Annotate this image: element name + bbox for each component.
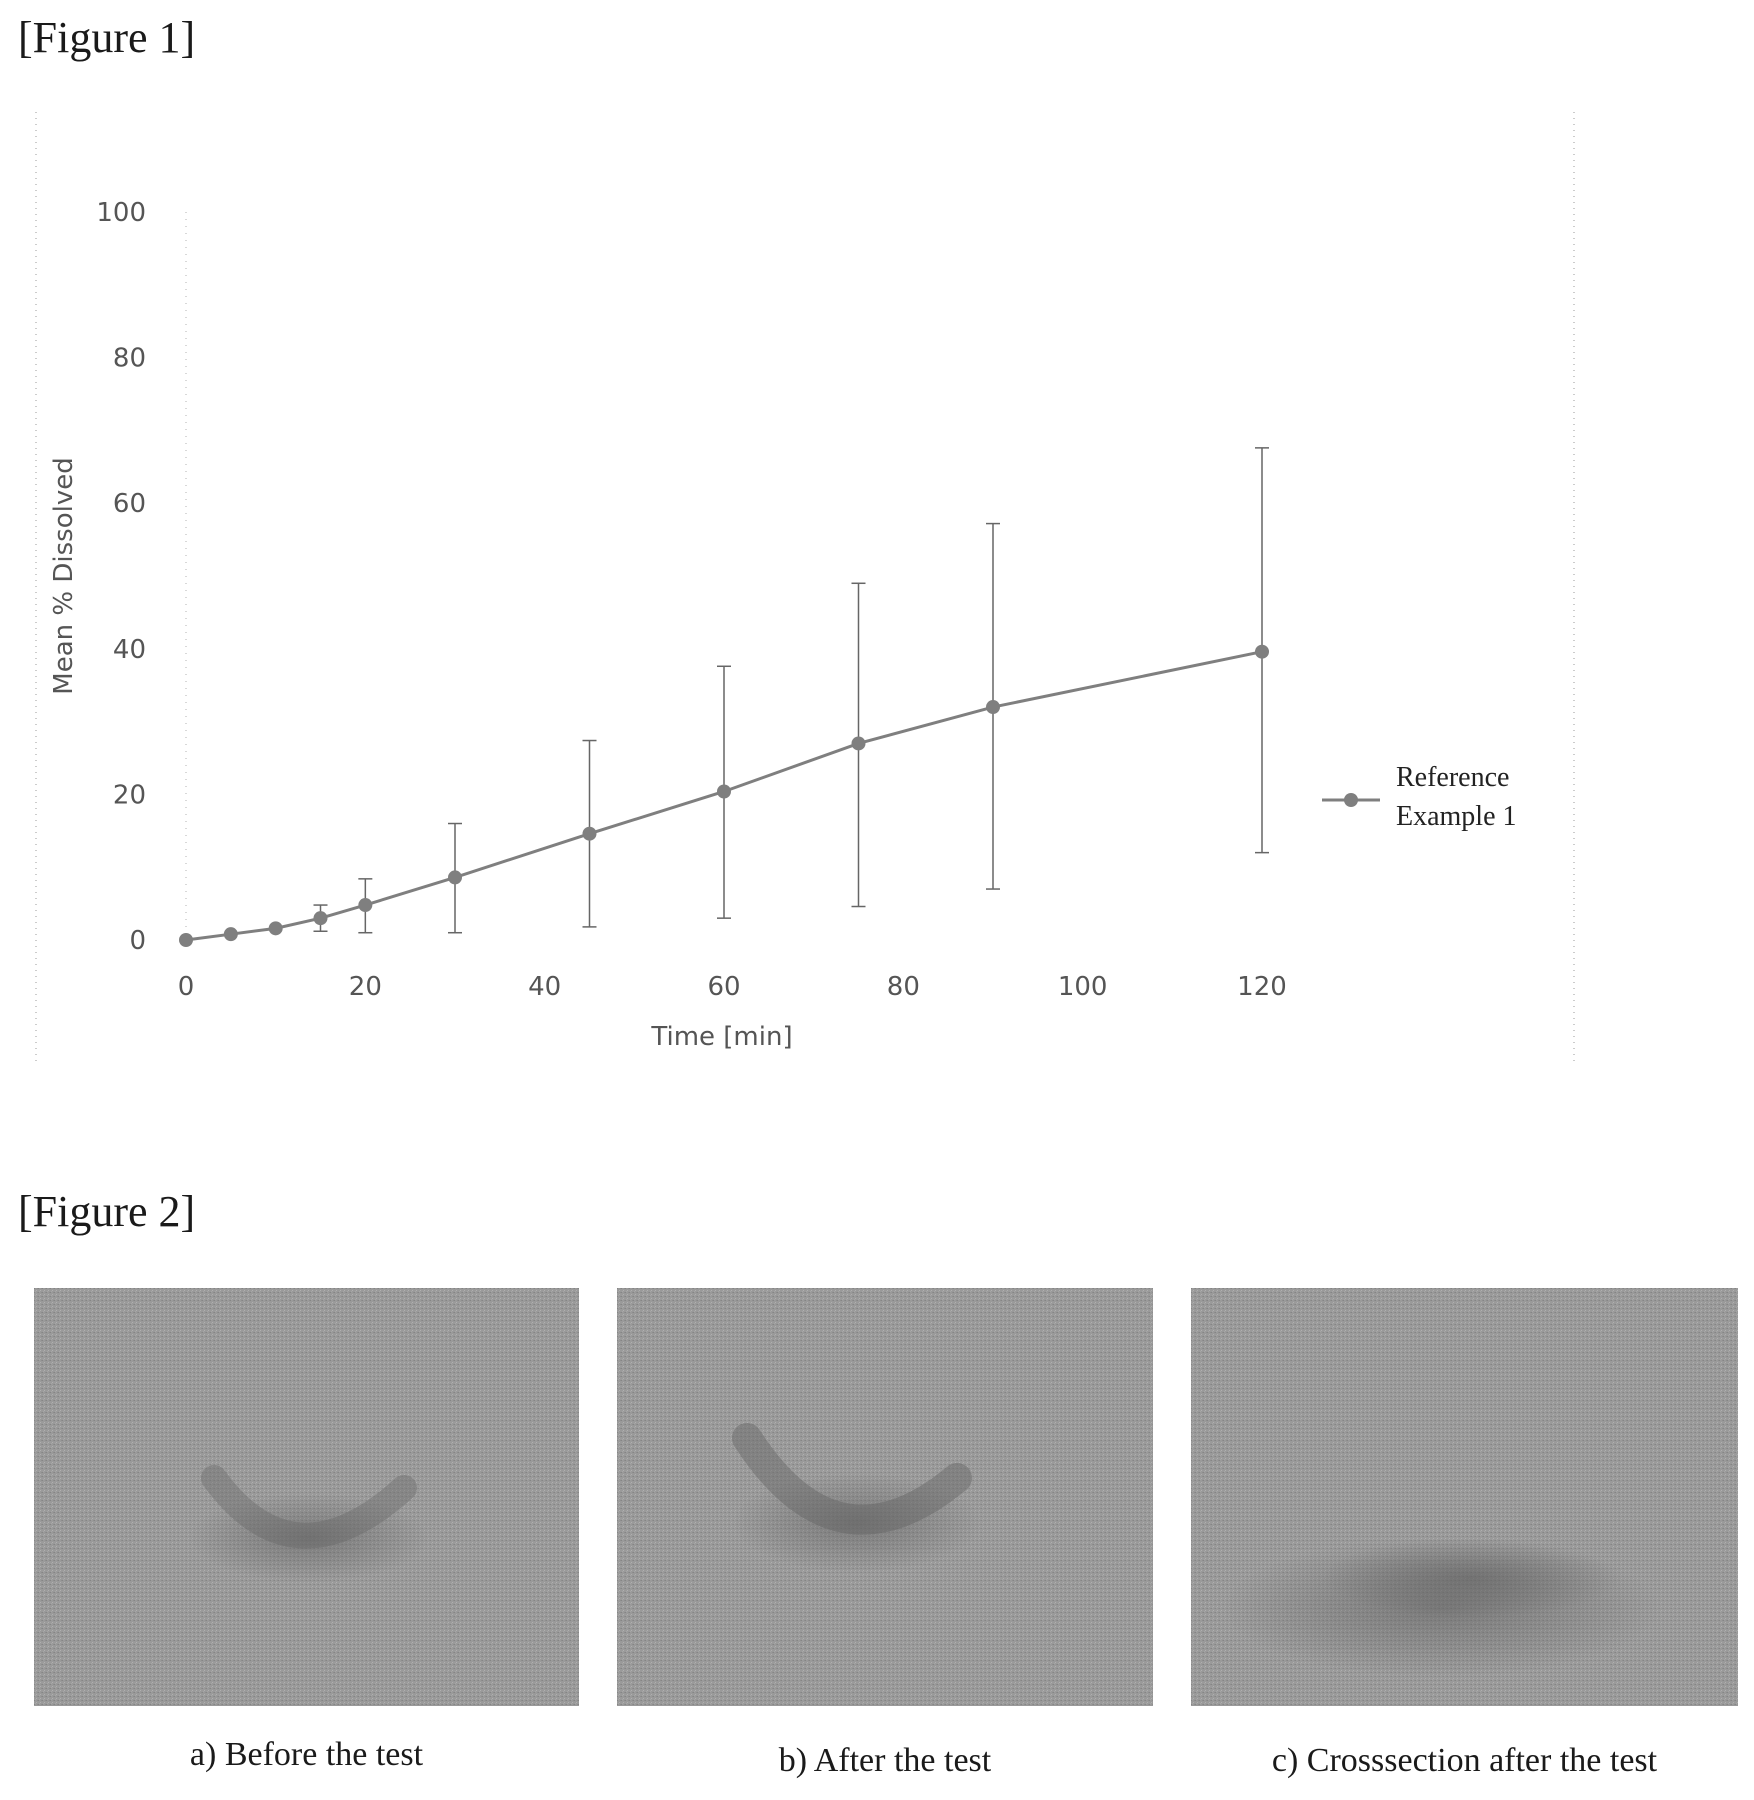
data-point-75 — [851, 736, 866, 751]
data-point-15 — [313, 911, 328, 926]
y-axis-label: Mean % Dissolved — [49, 457, 79, 694]
x-tick-labels: 0 20 40 60 80 100 120 — [178, 972, 1287, 1002]
x-tick-20: 20 — [349, 972, 382, 1002]
data-point-45 — [582, 826, 597, 841]
photo-c-image — [1191, 1288, 1738, 1706]
legend: Reference Example 1 — [1322, 762, 1517, 832]
figure-2-label: [Figure 2] — [18, 1187, 196, 1236]
y-tick-0: 0 — [129, 926, 146, 956]
data-points — [179, 644, 1269, 947]
data-point-30 — [448, 870, 462, 885]
data-point-20 — [358, 898, 373, 913]
legend-entry-line-1: Reference — [1396, 762, 1509, 793]
data-point-0 — [179, 933, 193, 947]
legend-marker — [1344, 793, 1358, 807]
y-tick-labels: 0 20 40 60 80 100 — [96, 198, 146, 956]
photo-before-test — [34, 1288, 579, 1706]
data-point-60 — [717, 784, 731, 799]
error-bars — [313, 447, 1269, 934]
y-tick-80: 80 — [113, 344, 146, 374]
y-tick-60: 60 — [113, 489, 146, 519]
x-tick-0: 0 — [178, 972, 195, 1002]
y-tick-40: 40 — [113, 635, 146, 665]
photo-crosssection-after-test — [1191, 1288, 1738, 1706]
y-tick-100: 100 — [96, 198, 146, 228]
photo-a-image — [34, 1288, 579, 1706]
x-tick-100: 100 — [1058, 972, 1108, 1002]
data-point-120 — [1255, 644, 1269, 659]
y-tick-20: 20 — [113, 780, 146, 810]
x-tick-80: 80 — [887, 972, 920, 1002]
caption-b: b) After the test — [778, 1742, 992, 1779]
data-point-10 — [268, 921, 283, 936]
figure-1-label: [Figure 1] — [18, 13, 196, 62]
photo-after-test — [617, 1288, 1153, 1706]
legend-entry-line-2: Example 1 — [1396, 801, 1517, 832]
photo-b-image — [617, 1288, 1153, 1706]
caption-c: c) Crosssection after the test — [1271, 1742, 1658, 1779]
chart-svg: 0 20 40 60 80 100 0 20 40 60 80 100 120 Mean % Diss… — [35, 112, 1575, 1062]
x-axis-label: Time [min] — [650, 1022, 792, 1052]
data-point-90 — [986, 700, 1000, 715]
x-tick-40: 40 — [528, 972, 561, 1002]
x-tick-60: 60 — [707, 972, 740, 1002]
data-point-5 — [223, 927, 238, 942]
x-tick-120: 120 — [1237, 972, 1287, 1002]
dissolution-chart: 0 20 40 60 80 100 0 20 40 60 80 100 120 Mean % Diss… — [0, 100, 1754, 1080]
caption-a: a) Before the test — [189, 1736, 424, 1773]
